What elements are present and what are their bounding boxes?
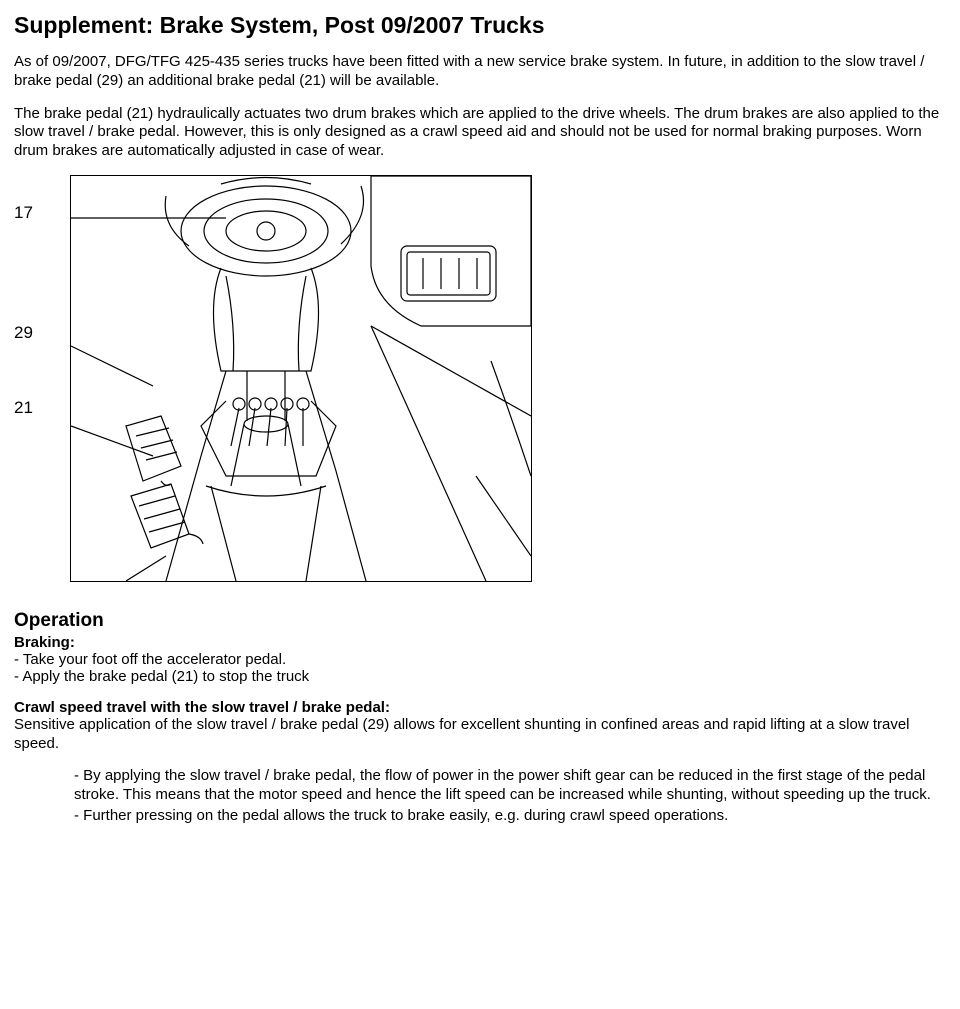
intro-paragraph-1: As of 09/2007, DFG/TFG 425-435 series tr…	[14, 53, 946, 91]
callout-21: 21	[14, 398, 64, 418]
callout-29: 29	[14, 323, 64, 343]
callout-column: 17 29 21	[14, 175, 64, 418]
crawl-label: Crawl speed travel with the slow travel …	[14, 699, 946, 716]
operation-section: Operation Braking: - Take your foot off …	[14, 610, 946, 826]
operation-heading: Operation	[14, 610, 946, 632]
braking-label: Braking:	[14, 634, 946, 651]
indent-block: - By applying the slow travel / brake pe…	[74, 767, 946, 825]
braking-step-1: - Take your foot off the accelerator ped…	[14, 651, 946, 668]
indent-line-1: - By applying the slow travel / brake pe…	[74, 767, 946, 805]
page-title: Supplement: Brake System, Post 09/2007 T…	[14, 12, 946, 39]
braking-step-2: - Apply the brake pedal (21) to stop the…	[14, 668, 946, 685]
figure-block: 17 29 21	[14, 175, 946, 582]
intro-paragraph-2: The brake pedal (21) hydraulically actua…	[14, 105, 946, 161]
callout-17: 17	[14, 203, 64, 223]
indent-line-2: - Further pressing on the pedal allows t…	[74, 807, 946, 826]
crawl-text: Sensitive application of the slow travel…	[14, 716, 946, 754]
diagram-svg	[71, 176, 531, 581]
technical-diagram	[70, 175, 532, 582]
